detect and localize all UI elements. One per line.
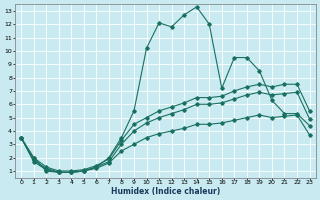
X-axis label: Humidex (Indice chaleur): Humidex (Indice chaleur) [111,187,220,196]
